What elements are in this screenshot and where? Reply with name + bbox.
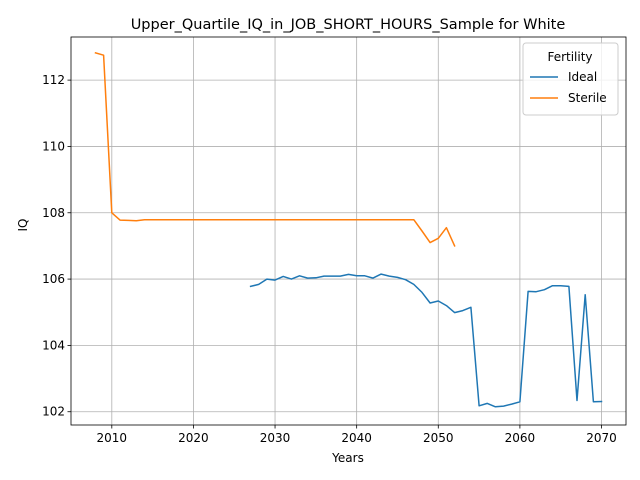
grid xyxy=(71,37,626,425)
y-tick-label: 104 xyxy=(42,338,65,352)
chart-title: Upper_Quartile_IQ_in_JOB_SHORT_HOURS_Sam… xyxy=(131,17,566,33)
series-line-sterile xyxy=(94,51,456,247)
y-tick-label: 108 xyxy=(42,206,65,220)
x-tick-label: 2010 xyxy=(97,431,128,445)
y-axis-title: IQ xyxy=(16,219,30,232)
y-tick-label: 110 xyxy=(42,139,65,153)
plot-frame xyxy=(70,36,627,426)
y-axis: 102 104 106 108 110 112 xyxy=(42,73,71,419)
legend-label-sterile: Sterile xyxy=(568,91,607,105)
legend-frame xyxy=(522,42,619,116)
x-tick-label: 2050 xyxy=(423,431,454,445)
legend: Fertility Ideal Sterile xyxy=(522,42,619,116)
x-tick-label: 2060 xyxy=(505,431,536,445)
x-tick-label: 2070 xyxy=(586,431,617,445)
x-axis-title: Years xyxy=(331,451,364,465)
x-tick-label: 2040 xyxy=(341,431,372,445)
series-layer xyxy=(94,51,603,408)
series-line-ideal xyxy=(249,273,603,408)
y-tick-label: 102 xyxy=(42,405,65,419)
x-tick-label: 2020 xyxy=(178,431,209,445)
y-tick-label: 106 xyxy=(42,272,65,286)
x-tick-label: 2030 xyxy=(260,431,291,445)
legend-label-ideal: Ideal xyxy=(568,70,597,84)
legend-title: Fertility xyxy=(547,50,592,64)
y-tick-label: 112 xyxy=(42,73,65,87)
x-axis: 2010 2020 2030 2040 2050 2060 2070 xyxy=(97,425,617,445)
